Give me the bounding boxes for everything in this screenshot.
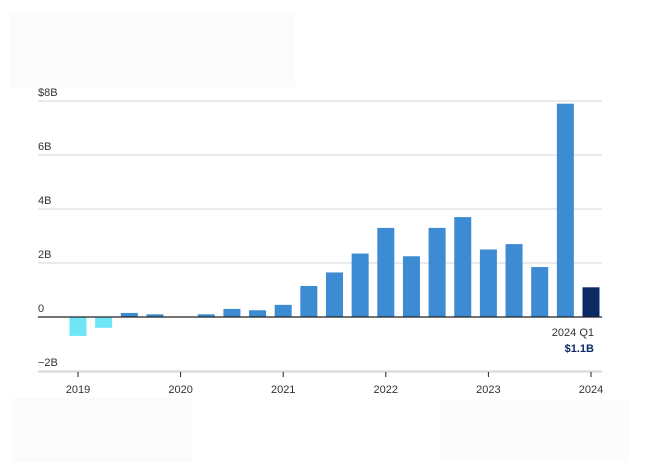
gridlines bbox=[38, 100, 602, 372]
annotation-period-label: 2024 Q1 bbox=[552, 327, 594, 339]
bar-2019-q3 bbox=[120, 312, 138, 317]
bar-2020-q3 bbox=[223, 308, 241, 317]
bar-2020-q4 bbox=[249, 310, 267, 317]
x-tick-label: 2021 bbox=[271, 384, 295, 396]
bar-2019-q1 bbox=[69, 317, 87, 336]
y-tick-label: 2B bbox=[38, 249, 51, 261]
bar-2022-q2 bbox=[402, 256, 420, 317]
bar-2019-q2 bbox=[95, 317, 113, 328]
x-tick-label: 2020 bbox=[168, 384, 192, 396]
bar-2020-q2 bbox=[197, 314, 215, 317]
bar-2021-q4 bbox=[351, 253, 369, 317]
bar-2024-q1 bbox=[582, 287, 600, 317]
y-tick-label: $8B bbox=[38, 87, 58, 99]
x-tick-label: 2023 bbox=[476, 384, 500, 396]
bar-2023-q1 bbox=[479, 249, 497, 317]
bar-2021-q3 bbox=[326, 272, 343, 317]
bar-2022-q3 bbox=[428, 227, 446, 317]
bar-2022-q4 bbox=[454, 217, 472, 317]
y-tick-label: −2B bbox=[38, 357, 58, 369]
bar-2023-q3 bbox=[531, 267, 549, 317]
bar-2022-q1 bbox=[377, 227, 395, 317]
x-tick-label: 2022 bbox=[374, 384, 398, 396]
footer-area-right bbox=[440, 400, 630, 462]
labels: $8B 6B 4B 2B 0 −2B 2019 2020 2021 2022 2023 2024 bbox=[38, 87, 603, 396]
axes bbox=[38, 316, 602, 377]
y-tick-label: 0 bbox=[38, 303, 44, 315]
annotation-value-label: $1.1B bbox=[565, 343, 594, 355]
bar-2023-q4 bbox=[556, 103, 574, 317]
bar-2019-q4 bbox=[146, 314, 164, 317]
x-tick-label: 2024 bbox=[579, 384, 603, 396]
footer-area bbox=[12, 398, 192, 462]
bar-2021-q2 bbox=[300, 285, 318, 317]
bar-2023-q2 bbox=[505, 244, 523, 317]
y-tick-label: 4B bbox=[38, 195, 51, 207]
bars bbox=[69, 103, 600, 336]
bar-2021-q1 bbox=[274, 304, 292, 317]
y-tick-label: 6B bbox=[38, 141, 51, 153]
x-tick-label: 2019 bbox=[66, 384, 90, 396]
header-area bbox=[10, 12, 295, 87]
